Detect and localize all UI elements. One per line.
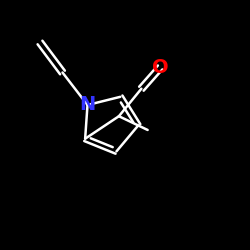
Text: N: N (80, 96, 96, 114)
Text: O: O (152, 58, 168, 77)
